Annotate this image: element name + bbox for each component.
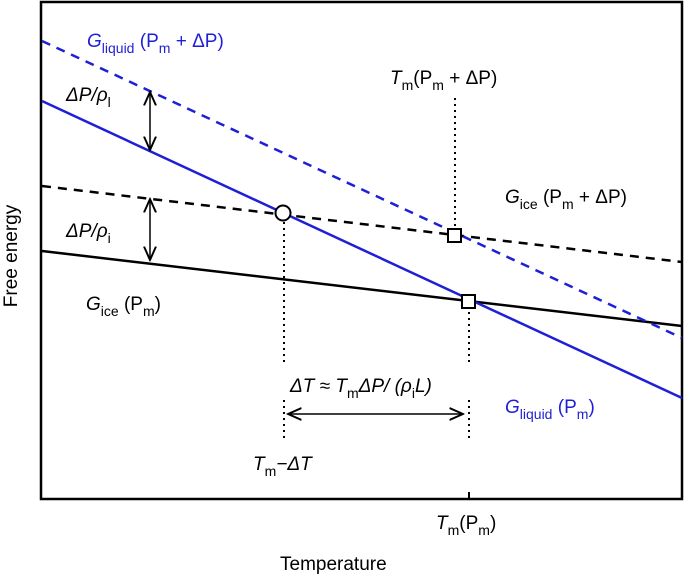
dp-rho-l-label: ΔP/ρl bbox=[65, 85, 111, 110]
x-axis-label: Temperature bbox=[280, 554, 387, 575]
y-axis-label: Free energy bbox=[1, 204, 22, 307]
g-liquid-high-label: Gliquid (Pm + ΔP) bbox=[87, 31, 224, 56]
g-ice-low-label: Gice (Pm) bbox=[86, 294, 161, 319]
melting-point-square bbox=[461, 294, 476, 309]
x-tick-label: Tm(Pm) bbox=[436, 513, 496, 538]
plot-frame bbox=[39, 0, 684, 501]
tm-shift-label: Tm(Pm + ΔP) bbox=[390, 68, 497, 93]
dp-rho-i-label: ΔP/ρi bbox=[65, 221, 111, 246]
intersection-circle bbox=[274, 204, 292, 222]
g-ice-high-line bbox=[41, 184, 683, 264]
g-liquid-low-label: Gliquid (Pm) bbox=[505, 397, 595, 422]
g-ice-low-line bbox=[41, 249, 683, 328]
delta-t-label: ΔT ≈ TmΔP/ (ρiL) bbox=[289, 376, 432, 401]
g-ice-high-label: Gice (Pm + ΔP) bbox=[505, 187, 627, 212]
melting-point-shifted-square bbox=[447, 228, 462, 243]
tm-minus-label: Tm−ΔT bbox=[253, 454, 313, 479]
